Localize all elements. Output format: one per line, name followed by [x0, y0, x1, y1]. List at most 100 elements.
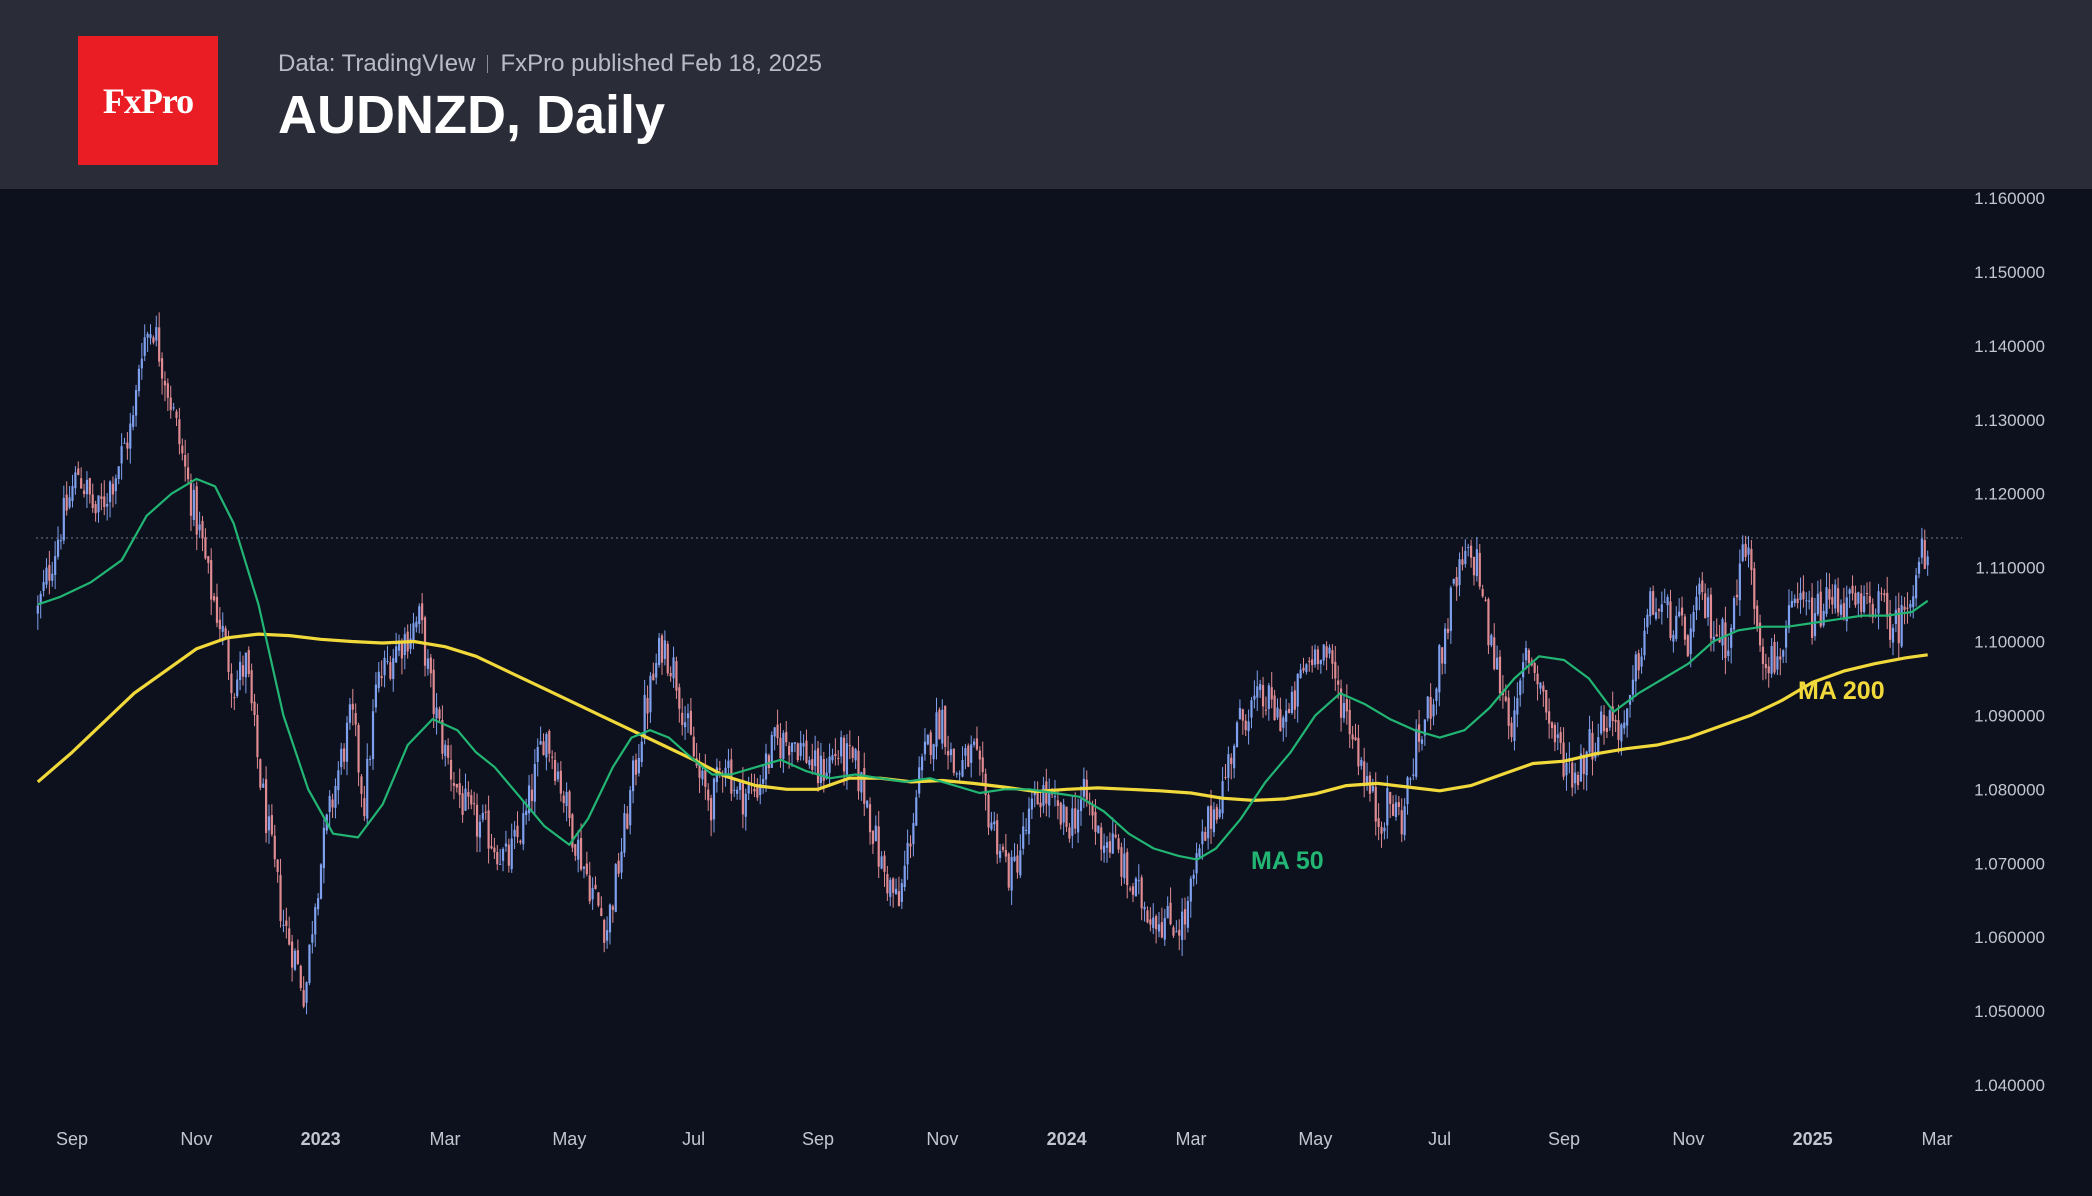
candle-body — [614, 864, 617, 912]
candle-body — [1773, 641, 1776, 673]
candle-body — [574, 844, 577, 856]
candle-body — [637, 757, 640, 774]
candle-body — [1426, 696, 1429, 719]
x-tick-label: Nov — [1672, 1129, 1704, 1149]
candle-body — [1435, 688, 1438, 701]
candle-body — [1787, 605, 1791, 629]
candle-body — [1403, 806, 1406, 836]
candle-body — [1224, 776, 1227, 778]
candle-body — [1129, 888, 1132, 890]
candle-body — [1027, 808, 1031, 834]
candle-body — [955, 773, 958, 775]
candle-body — [328, 795, 331, 813]
candle-body — [1241, 709, 1244, 721]
candle-body — [103, 496, 106, 508]
candle-body — [949, 749, 953, 756]
candle-body — [1527, 650, 1530, 664]
candle-body — [660, 635, 664, 663]
candle-body — [1417, 724, 1421, 742]
source-line: Data: TradingVIew FxPro published Feb 18… — [278, 50, 822, 78]
candle-body — [1348, 709, 1351, 735]
candle-body — [860, 772, 863, 793]
candle-body — [990, 822, 993, 830]
candle-body — [467, 791, 470, 797]
candle-body — [597, 892, 600, 906]
candle-body — [1339, 688, 1343, 718]
candle-body — [649, 675, 652, 713]
candle-body — [756, 787, 759, 798]
candle-body — [169, 397, 172, 411]
candle-body — [929, 732, 932, 755]
candle-body — [1313, 649, 1317, 665]
candle-body — [1247, 721, 1250, 732]
candle-body — [59, 540, 63, 542]
candle-body — [1146, 910, 1149, 923]
candle-body — [1545, 689, 1548, 713]
candle-body — [1481, 589, 1484, 597]
candle-body — [224, 628, 227, 638]
candle-body — [140, 358, 143, 369]
candle-body — [906, 842, 909, 865]
candle-body — [788, 745, 791, 756]
candle-body — [1825, 587, 1828, 614]
candle-body — [1420, 739, 1424, 744]
candle-body — [605, 930, 609, 941]
candle-body — [828, 756, 831, 773]
candle-body — [146, 333, 149, 338]
candle-body — [1732, 598, 1736, 630]
candle-body — [747, 785, 750, 794]
candle-body — [1455, 577, 1458, 587]
candle-body — [487, 810, 490, 849]
candle-body — [51, 573, 54, 581]
candle-body — [256, 714, 259, 758]
candle-body — [475, 804, 479, 837]
candle-body — [1091, 805, 1094, 816]
candle-body — [759, 783, 762, 796]
x-tick-label: Sep — [1548, 1129, 1580, 1149]
candle-body — [91, 494, 94, 509]
candle-body — [1854, 592, 1857, 606]
candle-body — [82, 490, 86, 495]
candle-body — [400, 643, 404, 659]
candle-body — [68, 497, 71, 508]
candle-body — [996, 820, 999, 855]
candle-body — [45, 567, 48, 585]
candle-body — [438, 709, 441, 719]
candle-body — [106, 503, 109, 507]
candle-body — [1805, 600, 1808, 602]
price-chart[interactable]: 1.160000 1.150000 1.140000 1.130000 1.120000… — [0, 189, 2092, 1196]
candle-body — [1123, 853, 1126, 879]
candle-body — [334, 785, 337, 808]
candle-body — [539, 741, 542, 745]
candle-body — [331, 799, 334, 808]
candle-body — [389, 662, 392, 679]
candle-body — [1877, 591, 1880, 614]
candle-body — [1524, 647, 1528, 661]
candle-body — [77, 468, 80, 475]
candle-body — [889, 879, 892, 897]
x-tick-label: Mar — [1922, 1129, 1953, 1149]
candle-body — [132, 415, 135, 427]
candle-body — [1507, 697, 1510, 726]
candle-body — [490, 846, 493, 849]
candle-body — [1912, 596, 1915, 608]
candle-body — [1643, 630, 1646, 656]
candle-body — [1666, 597, 1669, 606]
candle-body — [1559, 732, 1562, 743]
candle-body — [97, 495, 100, 513]
candle-body — [262, 783, 265, 788]
candle-body — [1712, 636, 1715, 643]
candle-body — [920, 756, 924, 771]
candle-body — [1279, 709, 1282, 732]
candle-body — [588, 875, 591, 902]
candle-body — [964, 748, 967, 756]
candle-body — [175, 411, 178, 419]
candle-body — [1764, 663, 1767, 669]
candle-body — [184, 454, 187, 467]
candle-body — [221, 625, 224, 632]
candle-body — [736, 789, 739, 794]
candle-body — [727, 760, 730, 769]
candle-body — [623, 813, 626, 853]
candle-body — [412, 623, 415, 642]
candle-body — [1831, 597, 1834, 605]
